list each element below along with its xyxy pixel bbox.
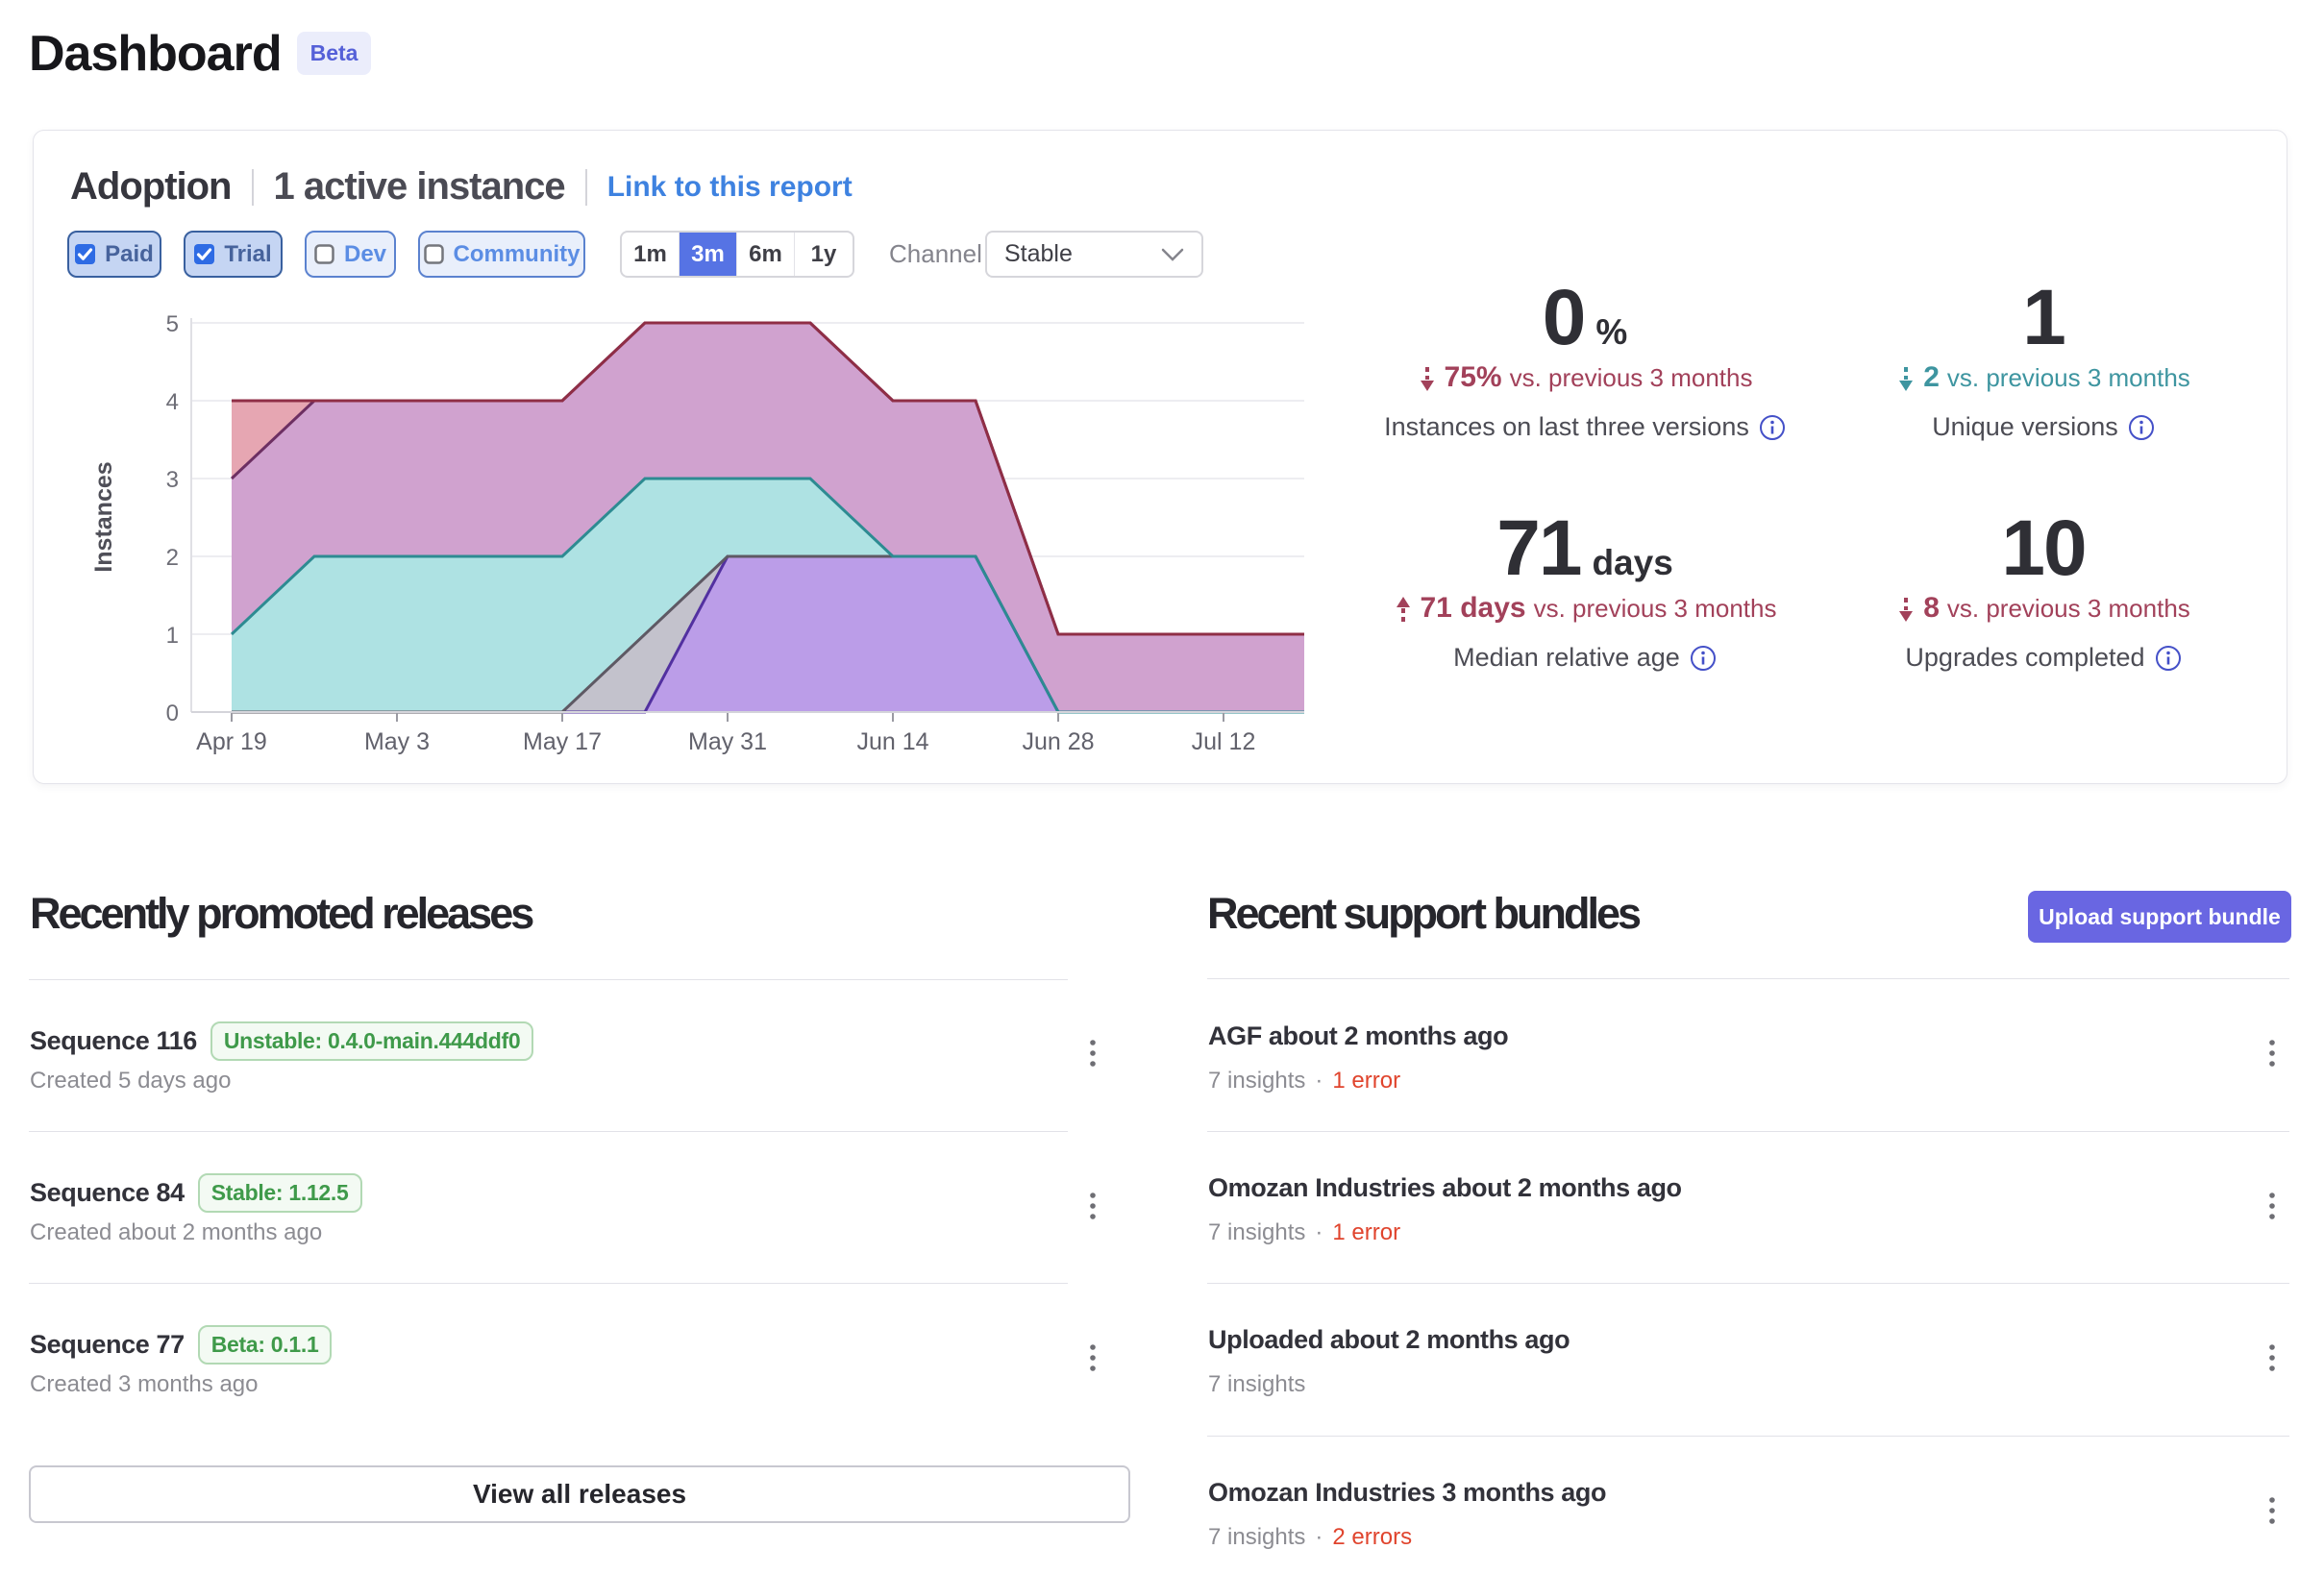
svg-text:Apr 19: Apr 19 xyxy=(196,728,267,755)
svg-text:Jun 14: Jun 14 xyxy=(856,728,928,755)
svg-text:May 3: May 3 xyxy=(364,728,430,755)
svg-text:Jul 12: Jul 12 xyxy=(1192,728,1256,755)
svg-text:Instances: Instances xyxy=(90,461,117,572)
svg-text:0: 0 xyxy=(166,701,179,726)
svg-text:3: 3 xyxy=(166,467,179,493)
svg-text:1: 1 xyxy=(166,623,179,649)
svg-text:May 31: May 31 xyxy=(688,728,767,755)
svg-text:May 17: May 17 xyxy=(523,728,602,755)
svg-text:2: 2 xyxy=(166,545,179,571)
svg-text:4: 4 xyxy=(166,389,179,415)
svg-text:Jun 28: Jun 28 xyxy=(1022,728,1094,755)
svg-text:5: 5 xyxy=(166,311,179,337)
